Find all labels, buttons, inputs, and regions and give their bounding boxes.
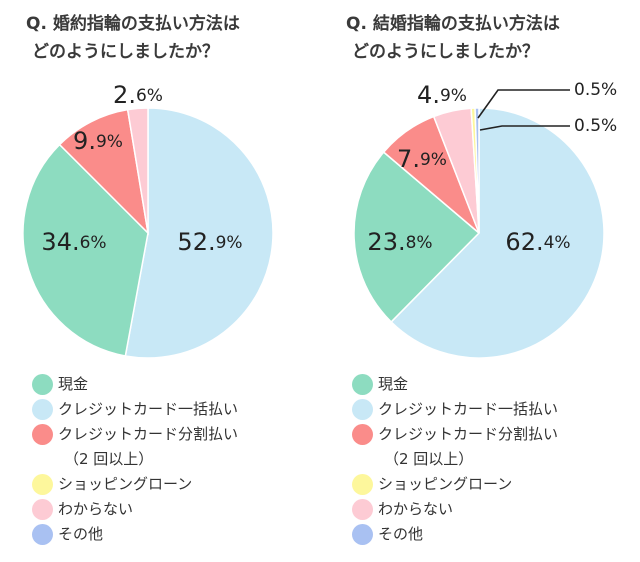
leader-line bbox=[479, 125, 570, 131]
legend-label: わからない bbox=[58, 500, 134, 518]
pie-slice-credit-lump-sum bbox=[124, 107, 274, 359]
legend-label: クレジットカード分割払い bbox=[378, 425, 559, 443]
legend-item: クレジットカード分割払い bbox=[350, 422, 558, 447]
chart-title-line-2: どのようにしましたか？ bbox=[32, 42, 219, 62]
pie-slice-cash bbox=[353, 151, 481, 324]
data-label: 0.5% bbox=[574, 116, 617, 136]
legend-label: わからない bbox=[378, 500, 454, 518]
pie-slice-credit-installments bbox=[58, 108, 150, 236]
data-label: 34.6% bbox=[41, 228, 106, 256]
legend-item: ショッピングローン bbox=[30, 472, 238, 497]
wedding-ring-pie-chart: 62.4% 23.8% 7.9% 4.9% 0.5% 0.5% bbox=[353, 80, 617, 359]
engagement-ring-panel: Q. 婚約指輪の支払い方法は どのようにしましたか？ 52.9% 34.6% 9.9… bbox=[22, 10, 316, 547]
legend-swatch bbox=[32, 474, 53, 495]
data-label: 4.9% bbox=[417, 81, 467, 109]
legend-swatch bbox=[352, 424, 373, 445]
legend-item: クレジットカード一括払い bbox=[350, 397, 558, 422]
chart-legend: 現金クレジットカード一括払い クレジットカード分割払い （2 回以上） ショッピングロ… bbox=[30, 372, 238, 547]
legend-swatch bbox=[32, 524, 53, 545]
legend-item: （2 回以上） bbox=[30, 447, 238, 472]
data-label: 23.8% bbox=[367, 228, 432, 256]
legend-label: ショッピングローン bbox=[378, 475, 513, 493]
legend-item: わからない bbox=[350, 497, 558, 522]
leader-line bbox=[477, 89, 570, 119]
legend-swatch bbox=[32, 424, 53, 445]
chart-legend: 現金クレジットカード一括払い クレジットカード分割払い （2 回以上） ショッピングロ… bbox=[350, 372, 558, 547]
legend-label: その他 bbox=[58, 525, 104, 543]
legend-item: わからない bbox=[30, 497, 238, 522]
data-label: 9.9% bbox=[73, 127, 123, 155]
data-label: 7.9% bbox=[397, 145, 447, 173]
chart-title: Q. 婚約指輪の支払い方法は どのようにしましたか？ bbox=[26, 10, 316, 66]
legend-item: 現金 bbox=[30, 372, 238, 397]
data-label: 2.6% bbox=[113, 81, 163, 109]
legend-label: （2 回以上） bbox=[64, 450, 154, 468]
legend-item: 現金 bbox=[350, 372, 558, 397]
data-label: 0.5% bbox=[574, 80, 617, 100]
legend-item: （2 回以上） bbox=[350, 447, 558, 472]
legend-label: 現金 bbox=[378, 375, 409, 393]
chart-title-line-2: どのようにしましたか？ bbox=[352, 42, 539, 62]
legend-label: その他 bbox=[378, 525, 424, 543]
legend-swatch bbox=[352, 399, 373, 420]
legend-label: ショッピングローン bbox=[58, 475, 193, 493]
data-label: 62.4% bbox=[505, 228, 570, 256]
pie-slice-cash bbox=[22, 143, 149, 357]
pie-slice-other bbox=[474, 107, 480, 234]
chart-title-line-1: Q. 結婚指輪の支払い方法は bbox=[346, 14, 560, 34]
legend-swatch bbox=[352, 524, 373, 545]
legend-item: その他 bbox=[30, 522, 238, 547]
engagement-ring-pie-chart: 52.9% 34.6% 9.9% 2.6% bbox=[22, 81, 274, 359]
wedding-ring-panel: Q. 結婚指輪の支払い方法は どのようにしましたか？ 62.4% 23.8% 7.9… bbox=[320, 0, 640, 562]
legend-swatch bbox=[352, 499, 373, 520]
legend-swatch bbox=[352, 374, 373, 395]
legend-label: クレジットカード一括払い bbox=[378, 400, 559, 418]
legend-label: クレジットカード一括払い bbox=[58, 400, 239, 418]
legend-item: ショッピングローン bbox=[350, 472, 558, 497]
legend-label: クレジットカード分割払い bbox=[58, 425, 239, 443]
legend-swatch bbox=[32, 374, 53, 395]
legend-label: （2 回以上） bbox=[384, 450, 474, 468]
legend-swatch bbox=[32, 399, 53, 420]
chart-title: Q. 結婚指輪の支払い方法は どのようにしましたか？ bbox=[346, 10, 636, 66]
legend-swatch bbox=[352, 474, 373, 495]
legend-item: クレジットカード分割払い bbox=[30, 422, 238, 447]
legend-item: その他 bbox=[350, 522, 558, 547]
pie-slice-credit-lump-sum bbox=[390, 107, 605, 359]
legend-swatch bbox=[32, 499, 53, 520]
legend-item: クレジットカード一括払い bbox=[30, 397, 238, 422]
pie-slice-unknown bbox=[126, 107, 149, 234]
legend-label: 現金 bbox=[58, 375, 89, 393]
data-label: 52.9% bbox=[177, 228, 242, 256]
chart-title-line-1: Q. 婚約指輪の支払い方法は bbox=[26, 14, 240, 34]
